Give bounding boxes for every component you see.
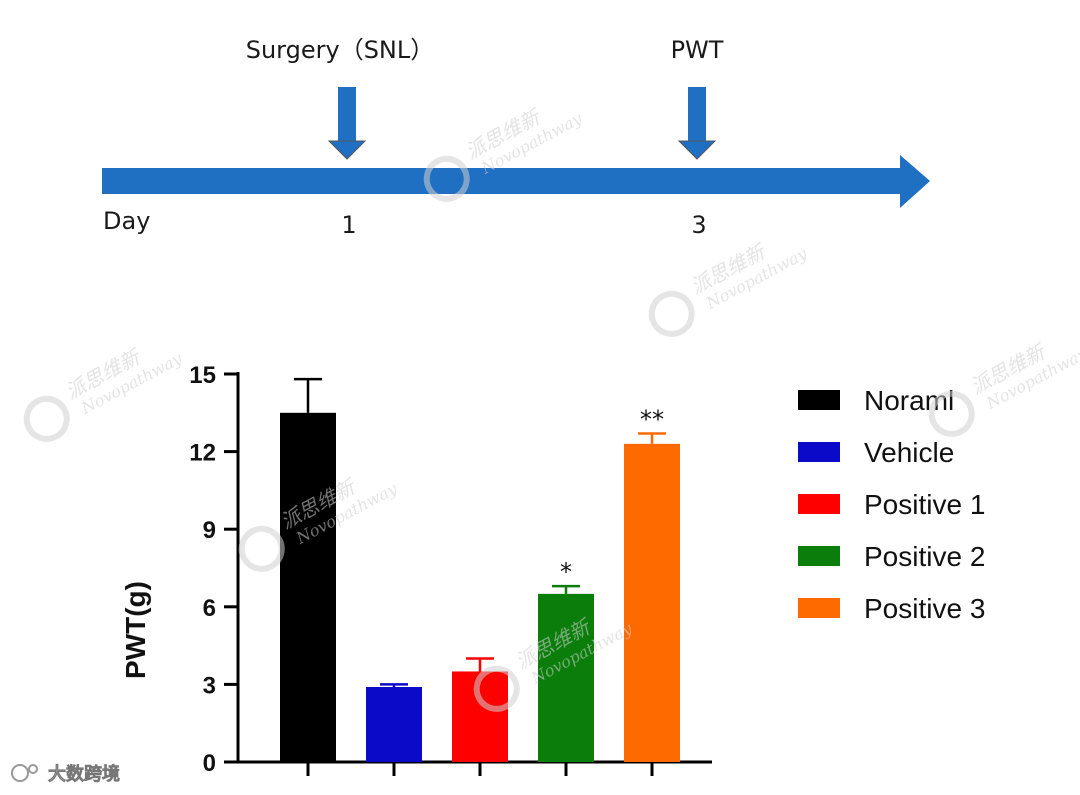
legend-label: Vehicle xyxy=(864,437,954,468)
timeline-arrowhead xyxy=(900,155,930,208)
day-label-3: 3 xyxy=(691,211,706,239)
legend-swatch xyxy=(798,546,840,566)
timeline-arrow xyxy=(102,155,930,208)
y-tick-label: 3 xyxy=(203,672,216,699)
event-label-surgery: Surgery（SNL） xyxy=(246,36,435,64)
significance-markers: *** xyxy=(560,405,664,586)
y-axis-title: PWT(g) xyxy=(120,581,151,679)
significance-marker: * xyxy=(560,558,572,586)
legend-swatch xyxy=(798,494,840,514)
bar-positive-2 xyxy=(538,593,594,762)
bar-vehicle xyxy=(366,686,422,762)
event-arrow-shaft xyxy=(338,87,356,142)
timeline-diagram: Surgery（SNL） PWT Day 1 3 xyxy=(102,36,930,239)
legend-swatch xyxy=(798,390,840,410)
legend-label: Noraml xyxy=(864,385,954,416)
x-axis xyxy=(238,760,712,776)
legend-label: Positive 1 xyxy=(864,489,985,520)
day-label-1: 1 xyxy=(341,211,356,239)
bar-noraml xyxy=(280,412,336,762)
event-marker-surgery xyxy=(327,87,367,160)
legend-label: Positive 2 xyxy=(864,541,985,572)
bar-series xyxy=(280,412,680,762)
y-tick-label: 12 xyxy=(189,440,216,467)
significance-marker: ** xyxy=(640,405,664,433)
y-tick-label: 9 xyxy=(203,517,216,544)
timeline-axis-label: Day xyxy=(103,207,150,235)
legend-swatch xyxy=(798,598,840,618)
y-tick-label: 6 xyxy=(203,595,216,622)
y-axis: 0 3 6 9 12 15 xyxy=(189,362,240,777)
y-tick-label: 0 xyxy=(203,750,216,777)
legend-label: Positive 3 xyxy=(864,593,985,624)
bar-positive-1 xyxy=(452,671,508,762)
y-tick-label: 15 xyxy=(189,362,216,389)
bar-positive-3 xyxy=(624,443,680,762)
event-arrow-head xyxy=(327,140,367,160)
error-bars xyxy=(294,377,666,687)
event-arrow-shaft xyxy=(688,87,706,142)
chart-legend: Noraml Vehicle Positive 1 Positive 2 Positiv… xyxy=(798,385,985,624)
event-label-pwt: PWT xyxy=(671,36,724,64)
event-arrow-head xyxy=(677,140,717,160)
legend-swatch xyxy=(798,442,840,462)
event-marker-pwt xyxy=(677,87,717,160)
timeline-shaft xyxy=(102,168,902,194)
